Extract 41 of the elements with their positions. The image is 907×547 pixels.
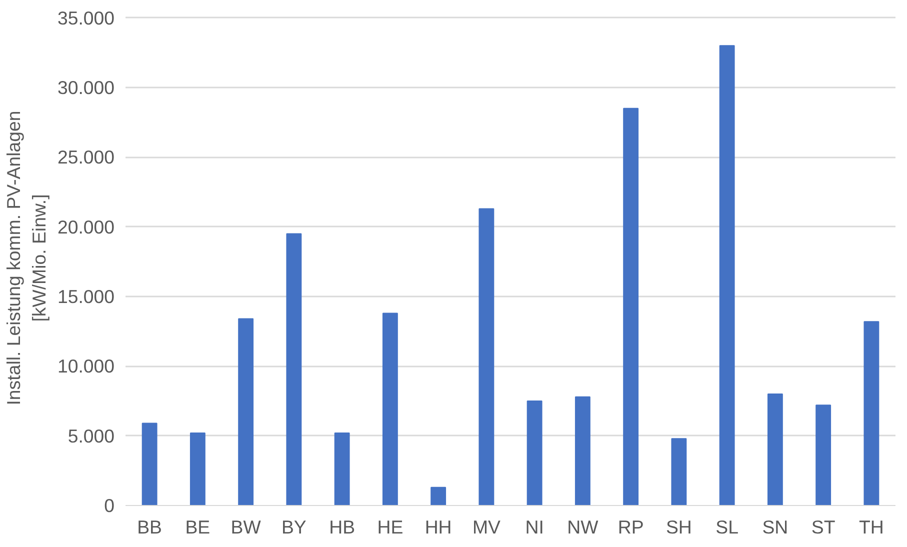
bar — [719, 45, 735, 506]
x-tick-label: BW — [230, 516, 262, 538]
x-tick-label: ST — [811, 516, 836, 538]
bar — [526, 400, 542, 506]
bar — [767, 394, 783, 506]
y-tick-label: 15.000 — [57, 286, 114, 307]
x-tick-label: NI — [525, 516, 544, 538]
x-tick-label: MV — [472, 516, 501, 538]
x-tick-label: SN — [762, 516, 788, 538]
bar — [334, 432, 350, 506]
bar — [816, 404, 832, 506]
x-tick-label: SL — [716, 516, 738, 538]
bar — [190, 432, 206, 506]
bar — [430, 486, 446, 506]
y-tick-label: 10.000 — [57, 356, 114, 377]
x-tick-label: SH — [666, 516, 692, 538]
y-tick-label: 35.000 — [57, 7, 114, 28]
bar — [238, 318, 254, 506]
x-tick-label: RP — [618, 516, 644, 538]
x-tick-label: BY — [281, 516, 307, 538]
x-tick-label: HB — [329, 516, 356, 538]
y-tick-label: 20.000 — [57, 216, 114, 238]
x-tick-label: NW — [567, 516, 599, 538]
bar — [382, 312, 398, 506]
x-tick-label: BE — [185, 516, 210, 538]
y-axis-title: Install. Leistung komm. PV-Anlagen [kW/Mio. Einw.] — [3, 110, 50, 406]
x-tick-label: HH — [424, 516, 452, 538]
bar — [671, 438, 687, 506]
bar — [142, 422, 158, 506]
x-tick-label: TH — [859, 516, 884, 538]
y-tick-label: 5.000 — [68, 425, 114, 446]
bar — [864, 321, 880, 506]
bar — [286, 233, 302, 506]
bar — [623, 108, 639, 506]
x-tick-label: HE — [377, 516, 404, 538]
bar — [574, 396, 590, 506]
x-tick-label: BB — [137, 516, 162, 538]
y-tick-label: 30.000 — [57, 76, 114, 98]
bar — [478, 208, 494, 506]
y-tick-label: 25.000 — [57, 146, 114, 168]
y-tick-label: 0 — [104, 495, 115, 516]
